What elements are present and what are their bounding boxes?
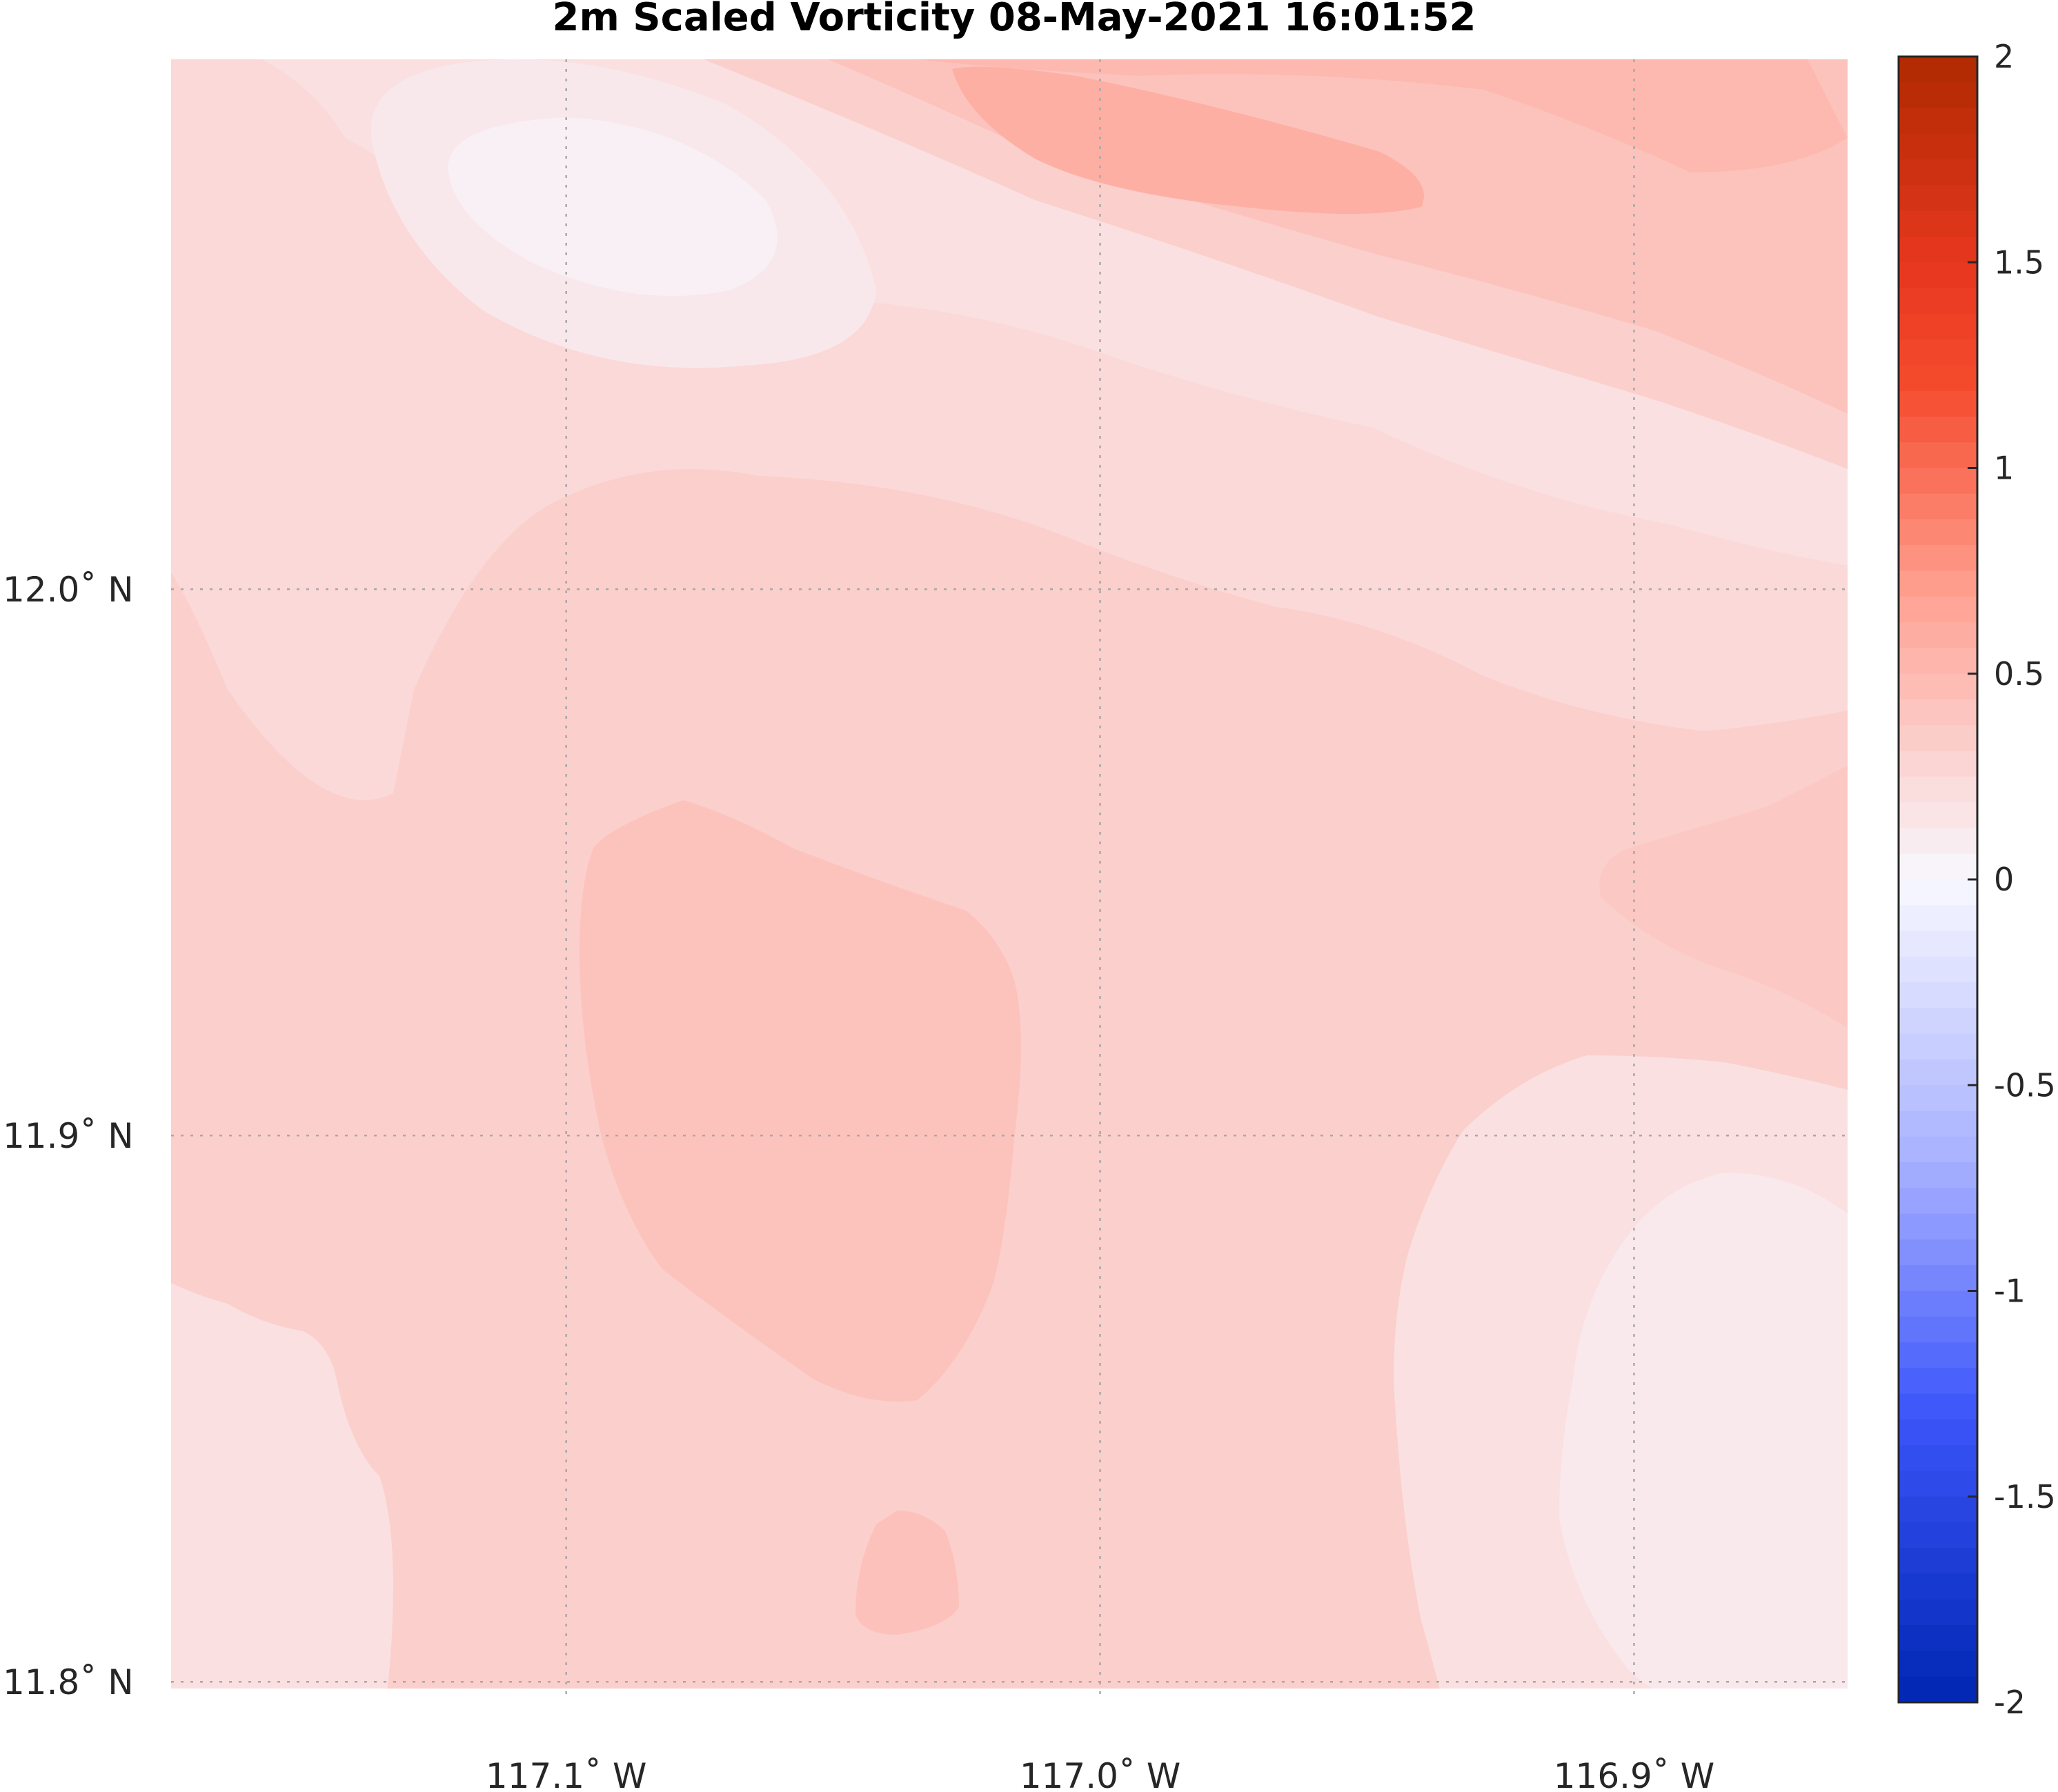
colorbar-swatch [1899, 133, 1977, 160]
y-tick-label: 11.8˚ N [3, 1662, 134, 1702]
colorbar-swatch [1899, 1342, 1977, 1368]
colorbar-tick-label: 2 [1994, 38, 2014, 75]
colorbar-tick-label: 0.5 [1994, 655, 2044, 693]
colorbar-swatch [1899, 802, 1977, 829]
colorbar-swatch [1899, 1033, 1977, 1060]
colorbar-swatch [1899, 82, 1977, 109]
colorbar-swatch [1899, 108, 1977, 135]
field-white-eddy-core [566, 178, 718, 268]
field-lower-left-light [171, 1283, 393, 1698]
colorbar-swatch [1899, 673, 1977, 700]
colorbar-tick-label: 1 [1994, 450, 2014, 487]
colorbar-swatch [1899, 750, 1977, 777]
colorbar-swatch [1899, 1471, 1977, 1497]
colorbar-swatch [1899, 1213, 1977, 1240]
chart-title: 2m Scaled Vorticity 08-May-2021 16:01:52 [552, 0, 1476, 40]
colorbar-swatch [1899, 1496, 1977, 1523]
colorbar-swatch [1899, 1316, 1977, 1343]
colorbar-swatch [1899, 570, 1977, 597]
x-tick-label: 117.0˚ W [1020, 1756, 1180, 1792]
colorbar-tick-label: -2 [1994, 1684, 2026, 1721]
colorbar-swatch [1899, 699, 1977, 726]
colorbar-swatch [1899, 185, 1977, 212]
colorbar-swatch [1899, 1651, 1977, 1677]
field-upper-right-band-3 [918, 59, 1848, 172]
colorbar-swatch [1899, 57, 1977, 83]
colorbar-swatch [1899, 879, 1977, 906]
colorbar-swatch [1899, 1368, 1977, 1395]
colorbar-swatch [1899, 339, 1977, 366]
colorbar-swatch [1899, 1188, 1977, 1215]
colorbar-swatch [1899, 1625, 1977, 1652]
colorbar-swatch [1899, 1111, 1977, 1137]
field-right-lobe [1599, 766, 1848, 1028]
colorbar-swatch [1899, 1548, 1977, 1575]
colorbar-swatch [1899, 390, 1977, 417]
colorbar-swatch [1899, 210, 1977, 237]
colorbar-swatch [1899, 930, 1977, 957]
colorbar-swatch [1899, 519, 1977, 546]
colorbar-swatch [1899, 622, 1977, 649]
colorbar-swatch [1899, 1676, 1977, 1703]
colorbar-tick-label: 0 [1994, 861, 2014, 898]
colorbar-tick-label: -1.5 [1994, 1478, 2056, 1515]
colorbar-swatch [1899, 236, 1977, 263]
y-tick-labels: 12.0˚ N 11.9˚ N 11.8˚ N [3, 570, 134, 1702]
colorbar-swatch [1899, 828, 1977, 855]
colorbar-swatch [1899, 1136, 1977, 1163]
colorbar-swatch [1899, 776, 1977, 803]
colorbar-swatch [1899, 853, 1977, 880]
colorbar-swatch [1899, 982, 1977, 1009]
colorbar-swatch [1899, 1291, 1977, 1317]
colorbar-swatch [1899, 1239, 1977, 1266]
colorbar-swatch [1899, 1059, 1977, 1086]
colorbar-tick-label: -0.5 [1994, 1066, 2056, 1104]
colorbar-swatch [1899, 725, 1977, 752]
colorbar-swatch [1899, 905, 1977, 932]
colorbar-swatch [1899, 493, 1977, 520]
colorbar-swatch [1899, 1162, 1977, 1188]
grid-lines [171, 59, 1848, 1698]
colorbar-swatch [1899, 1445, 1977, 1472]
colorbar-swatch [1899, 1393, 1977, 1420]
field-central-blob [580, 800, 1021, 1402]
x-tick-label: 116.9˚ W [1554, 1756, 1714, 1792]
colorbar-swatch [1899, 442, 1977, 469]
colorbar: 2 1.5 1 0.5 0 -0.5 -1 -1.5 -2 [1897, 38, 2056, 1721]
colorbar-swatch [1899, 468, 1977, 495]
x-tick-label: 117.1˚ W [486, 1756, 646, 1792]
colorbar-tick-label: -1 [1994, 1273, 2026, 1310]
colorbar-swatch [1899, 262, 1977, 289]
plot-bottom-strip [171, 1689, 1848, 1698]
plot-area [171, 59, 1848, 1698]
field-lower-right-lighter [1559, 1173, 1848, 1698]
colorbar-swatch [1899, 648, 1977, 675]
colorbar-tick-label: 1.5 [1994, 243, 2044, 281]
colorbar-swatch [1899, 545, 1977, 572]
colorbar-swatch [1899, 1085, 1977, 1112]
colorbar-swatch [1899, 416, 1977, 443]
colorbar-swatch [1899, 596, 1977, 623]
colorbar-swatch [1899, 365, 1977, 392]
y-tick-label: 11.9˚ N [3, 1116, 134, 1156]
colorbar-swatch [1899, 1522, 1977, 1549]
colorbar-swatch [1899, 288, 1977, 315]
x-tick-labels: 117.1˚ W 117.0˚ W 116.9˚ W [486, 1756, 1714, 1792]
colorbar-swatch [1899, 1265, 1977, 1292]
colorbar-swatch [1899, 956, 1977, 983]
colorbar-swatch [1899, 1008, 1977, 1035]
colorbar-swatch [1899, 159, 1977, 186]
field-bottom-blob [855, 1511, 959, 1635]
colorbar-swatch [1899, 1573, 1977, 1600]
field-upper-right-core [952, 66, 1424, 215]
colorbar-swatch [1899, 313, 1977, 340]
colorbar-swatch [1899, 1419, 1977, 1446]
colorbar-swatch [1899, 1599, 1977, 1626]
y-tick-label: 12.0˚ N [3, 570, 134, 610]
